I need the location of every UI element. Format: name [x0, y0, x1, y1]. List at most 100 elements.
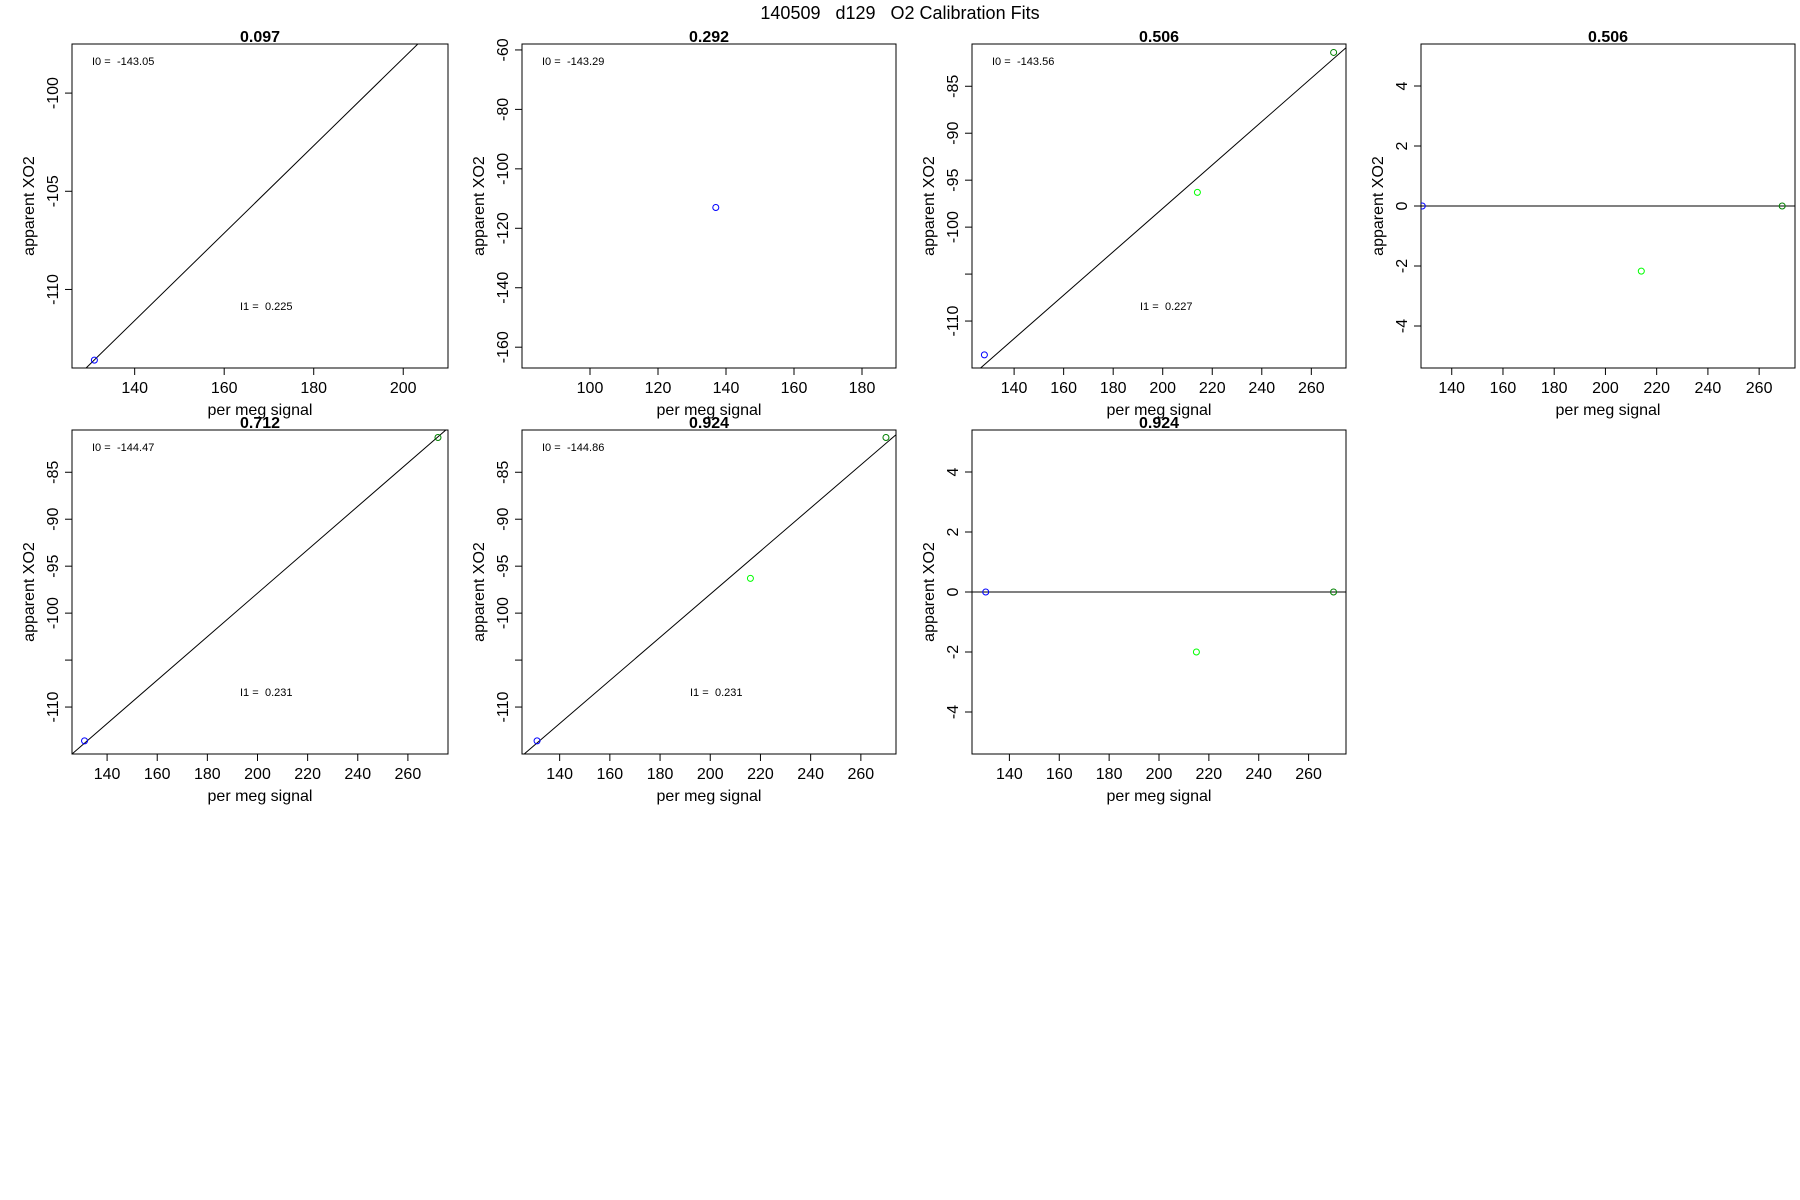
panel-title: 0.097 [240, 29, 280, 46]
annotation-value: -144.86 [567, 442, 604, 454]
annotation-label: I1 = [690, 687, 709, 699]
data-layer [85, 25, 438, 368]
x-axis-label: per meg signal [208, 788, 313, 805]
y-tick-label: -85 [495, 461, 512, 484]
x-tick-label: 120 [645, 380, 672, 397]
plot-frame [71, 43, 449, 369]
x-tick-label: 160 [1046, 766, 1073, 783]
data-point [982, 588, 990, 596]
plot-frame [521, 43, 897, 369]
x-tick-label: 240 [1245, 766, 1272, 783]
y-tick-label: 0 [945, 587, 962, 596]
y-tick-label: -100 [495, 597, 512, 629]
y-tick-label: -100 [945, 211, 962, 243]
x-axis-label: per meg signal [1107, 788, 1212, 805]
y-tick-label: -95 [945, 169, 962, 192]
y-tick-label: -85 [945, 75, 962, 98]
y-tick-label: -100 [45, 597, 62, 629]
annotation-label: I0 = [542, 56, 561, 68]
x-tick-label: 180 [194, 766, 221, 783]
x-tick-label: 180 [1096, 766, 1123, 783]
x-tick-label: 240 [344, 766, 371, 783]
annotation-value: -143.05 [117, 56, 154, 68]
y-tick-label: -85 [45, 461, 62, 484]
y-axis-label: apparent XO2 [921, 156, 938, 256]
fit-line [72, 430, 447, 754]
x-tick-label: 260 [848, 766, 875, 783]
x-tick-label: 240 [797, 766, 824, 783]
y-axis-label: apparent XO2 [1370, 156, 1387, 256]
x-tick-label: 180 [300, 380, 327, 397]
x-tick-label: 260 [1746, 380, 1773, 397]
data-point [1193, 188, 1201, 196]
x-tick-label: 200 [244, 766, 271, 783]
annotation-value: -144.47 [117, 442, 154, 454]
data-layer [72, 430, 447, 754]
data-point [533, 737, 541, 745]
y-tick-label: -110 [945, 306, 962, 337]
data-point [746, 574, 754, 582]
y-tick-label: -140 [495, 272, 512, 304]
x-tick-label: 200 [697, 766, 724, 783]
x-tick-label: 200 [1592, 380, 1619, 397]
x-tick-label: 200 [1149, 380, 1176, 397]
data-point [1421, 202, 1426, 210]
y-tick-label: -105 [45, 175, 62, 207]
x-tick-label: 160 [1050, 380, 1077, 397]
x-tick-label: 180 [1541, 380, 1568, 397]
x-tick-label: 200 [390, 380, 417, 397]
y-tick-label: -80 [495, 98, 512, 121]
data-point [1192, 648, 1200, 656]
y-tick-label: 0 [1394, 201, 1411, 210]
x-tick-label: 180 [1100, 380, 1127, 397]
y-tick-label: -110 [45, 274, 62, 305]
y-tick-label: -95 [45, 555, 62, 578]
plot-frame [521, 429, 897, 755]
x-tick-label: 160 [211, 380, 238, 397]
panel-title: 0.712 [240, 415, 280, 432]
data-layer [979, 47, 1346, 368]
x-tick-label: 220 [1643, 380, 1670, 397]
x-tick-label: 260 [1298, 380, 1325, 397]
annotation-label: I1 = [1140, 301, 1159, 313]
x-axis-label: per meg signal [657, 788, 762, 805]
annotation-label: I0 = [542, 442, 561, 454]
annotation-label: I0 = [992, 56, 1011, 68]
annotation-value: 0.225 [265, 301, 293, 313]
x-tick-label: 140 [996, 766, 1023, 783]
x-tick-label: 240 [1248, 380, 1275, 397]
y-tick-label: 4 [1394, 81, 1411, 90]
plot-frame [971, 43, 1347, 369]
y-tick-label: -100 [495, 153, 512, 185]
page-title: 140509 d129 O2 Calibration Fits [760, 3, 1040, 23]
data-point [432, 25, 438, 31]
y-tick-label: -2 [945, 645, 962, 659]
y-tick-label: -120 [495, 212, 512, 244]
x-tick-label: 140 [1001, 380, 1028, 397]
data-point [1778, 202, 1786, 210]
x-tick-label: 220 [747, 766, 774, 783]
annotation-value: 0.231 [265, 687, 293, 699]
y-tick-label: -4 [1394, 319, 1411, 333]
panel-title: 0.924 [1139, 415, 1179, 432]
panel-5: 0.712 140 160 180 200 220 240 260 per meg signal… [21, 415, 449, 805]
x-tick-label: 220 [1196, 766, 1223, 783]
annotation-value: 0.231 [715, 687, 743, 699]
annotation-value: -143.29 [567, 56, 604, 68]
panel-title: 0.506 [1588, 29, 1628, 46]
panel-3: 0.506 140 160 180 200 220 240 260 per meg signal… [921, 29, 1347, 419]
data-point [980, 351, 988, 359]
panel-6: 0.924 140 160 180 200 220 240 260 per meg signal… [471, 415, 897, 805]
panel-title: 0.506 [1139, 29, 1179, 46]
y-axis-label: apparent XO2 [21, 542, 38, 642]
data-point [434, 434, 442, 442]
data-point [1637, 267, 1645, 275]
x-tick-label: 140 [546, 766, 573, 783]
x-tick-label: 160 [1490, 380, 1517, 397]
y-tick-label: -110 [45, 692, 62, 723]
y-tick-label: -60 [495, 38, 512, 61]
y-tick-label: 2 [945, 527, 962, 536]
x-axis-label: per meg signal [208, 402, 313, 419]
x-tick-label: 160 [597, 766, 624, 783]
